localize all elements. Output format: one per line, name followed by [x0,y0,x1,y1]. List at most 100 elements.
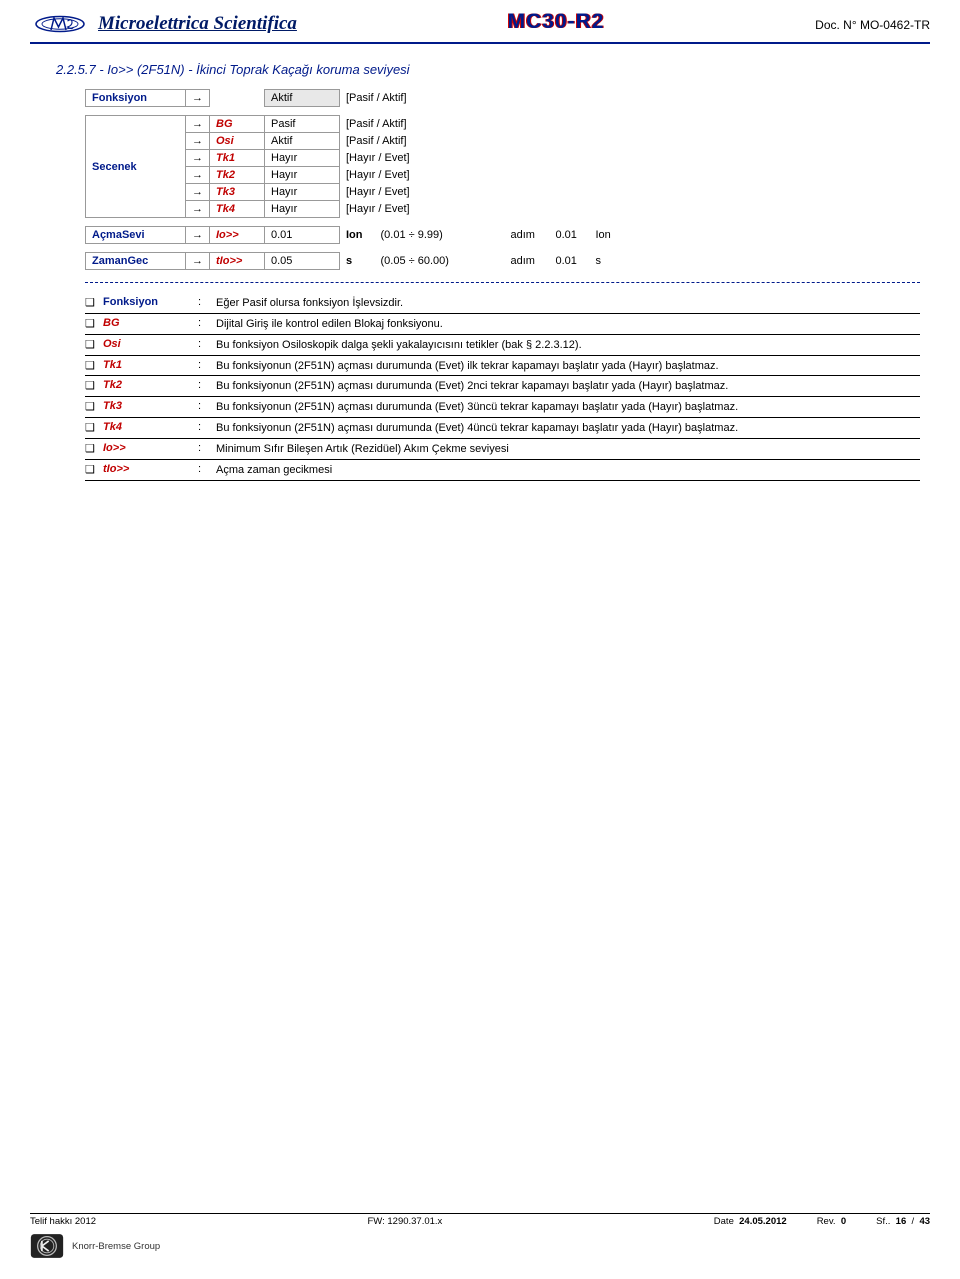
desc-text: Minimum Sıfır Bileşen Artık (Rezidüel) A… [216,441,920,457]
arrow-icon: → [186,184,210,201]
arrow-icon: → [186,253,210,270]
zamangec-label: ZamanGec [86,253,186,270]
desc-text: Eğer Pasif olursa fonksiyon İşlevsizdir. [216,295,920,311]
colon: : [198,420,216,433]
desc-text: Bu fonksiyon Osiloskopik dalga şekli yak… [216,337,920,353]
arrow-icon: → [186,116,210,133]
fonksiyon-table: Fonksiyon → x Aktif [Pasif / Aktif] [85,89,490,107]
description-row: ❑tIo>>:Açma zaman gecikmesi [85,460,920,481]
desc-text: Dijital Giriş ile kontrol edilen Blokaj … [216,316,920,332]
acmasevi-param: Io>> [210,227,265,244]
description-row: ❑Tk1:Bu fonksiyonun (2F51N) açması durum… [85,356,920,377]
colon: : [198,295,216,308]
rev-label: Rev. [817,1216,836,1227]
desc-key: tIo>> [103,462,198,475]
arrow-icon: → [186,167,210,184]
zamangec-table: ZamanGec → tIo>> 0.05 s (0.05 ÷ 60.00) a… [85,252,625,270]
rev-value: 0 [841,1216,846,1227]
desc-key: Io>> [103,441,198,454]
bullet-icon: ❑ [85,420,103,434]
acmasevi-table: AçmaSevi → Io>> 0.01 Ion (0.01 ÷ 9.99) a… [85,226,625,244]
bullet-icon: ❑ [85,399,103,413]
header-rule [30,42,930,44]
secenek-param: Tk2 [210,167,265,184]
secenek-param: Tk4 [210,201,265,218]
arrow-icon: → [186,90,210,107]
acmasevi-range: (0.01 ÷ 9.99) [375,227,505,244]
secenek-value: Hayır [265,201,340,218]
desc-text: Bu fonksiyonun (2F51N) açması durumunda … [216,420,920,436]
desc-text: Bu fonksiyonun (2F51N) açması durumunda … [216,378,920,394]
secenek-option: [Hayır / Evet] [340,150,490,167]
secenek-param: Osi [210,133,265,150]
zamangec-param: tIo>> [210,253,265,270]
step-value: 0.01 [550,227,590,244]
fw-value: 1290.37.01.x [387,1216,442,1227]
ms-logo-icon [30,10,90,38]
bullet-icon: ❑ [85,337,103,351]
bullet-icon: ❑ [85,378,103,392]
secenek-value: Hayır [265,150,340,167]
secenek-table: Secenek→BGPasif[Pasif / Aktif]→OsiAktif[… [85,115,490,218]
secenek-option: [Hayır / Evet] [340,167,490,184]
secenek-param: Tk3 [210,184,265,201]
desc-key: BG [103,316,198,329]
arrow-icon: → [186,150,210,167]
desc-key: Osi [103,337,198,350]
page-footer: Telif hakkı 2012 FW: 1290.37.01.x Date 2… [30,1213,930,1259]
desc-key: Tk4 [103,420,198,433]
step-unit: Ion [590,227,625,244]
bullet-icon: ❑ [85,441,103,455]
section-title: 2.2.5.7 - Io>> (2F51N) - İkinci Toprak K… [56,62,930,77]
step-value: 0.01 [550,253,590,270]
page-sep: / [912,1216,915,1227]
desc-text: Açma zaman gecikmesi [216,462,920,478]
description-row: ❑Io>>:Minimum Sıfır Bileşen Artık (Rezid… [85,439,920,460]
colon: : [198,337,216,350]
description-row: ❑BG:Dijital Giriş ile kontrol edilen Blo… [85,314,920,335]
group-name: Knorr-Bremse Group [72,1241,160,1252]
doc-header: Microelettrica Scientifica MC30-R2 Doc. … [30,10,930,42]
step-label: adım [505,227,550,244]
colon: : [198,378,216,391]
brand-name: Microelettrica Scientifica [98,13,297,35]
desc-text: Bu fonksiyonun (2F51N) açması durumunda … [216,358,920,374]
brand-block: Microelettrica Scientifica [30,10,297,38]
zamangec-value: 0.05 [265,253,340,270]
colon: : [198,316,216,329]
fw-label: FW: [367,1216,384,1227]
acmasevi-label: AçmaSevi [86,227,186,244]
knorr-logo-icon [30,1233,64,1259]
secenek-option: [Hayır / Evet] [340,201,490,218]
desc-key: Tk1 [103,358,198,371]
secenek-param: BG [210,116,265,133]
description-row: ❑Osi:Bu fonksiyon Osiloskopik dalga şekl… [85,335,920,356]
doc-number: Doc. N° MO-0462-TR [815,10,930,32]
secenek-value: Aktif [265,133,340,150]
colon: : [198,462,216,475]
colon: : [198,441,216,454]
zamangec-range: (0.05 ÷ 60.00) [375,253,505,270]
copyright: Telif hakkı 2012 [30,1216,96,1227]
date-label: Date [714,1216,734,1227]
secenek-option: [Pasif / Aktif] [340,133,490,150]
secenek-label: Secenek [86,116,186,218]
arrow-icon: → [186,227,210,244]
bullet-icon: ❑ [85,295,103,309]
desc-key: Fonksiyon [103,295,198,308]
colon: : [198,399,216,412]
fonksiyon-value: Aktif [265,90,340,107]
page-total: 43 [919,1216,930,1227]
step-label: adım [505,253,550,270]
description-list: ❑Fonksiyon:Eğer Pasif olursa fonksiyon İ… [85,293,920,481]
zamangec-unit: s [340,253,375,270]
secenek-value: Pasif [265,116,340,133]
arrow-icon: → [186,201,210,218]
secenek-param: Tk1 [210,150,265,167]
fonksiyon-label: Fonksiyon [86,90,186,107]
description-row: ❑Tk4:Bu fonksiyonun (2F51N) açması durum… [85,418,920,439]
desc-text: Bu fonksiyonun (2F51N) açması durumunda … [216,399,920,415]
page-num: 16 [896,1216,907,1227]
acmasevi-unit: Ion [340,227,375,244]
secenek-option: [Hayır / Evet] [340,184,490,201]
